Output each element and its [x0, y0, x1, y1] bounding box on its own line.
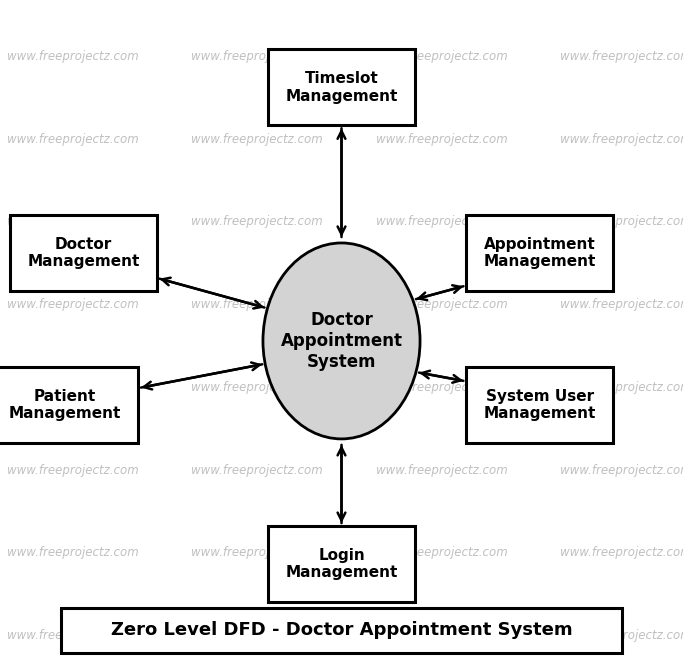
Bar [0, 367, 139, 444]
Text: www.freeprojectz.com: www.freeprojectz.com [560, 50, 683, 63]
Bar [466, 214, 613, 291]
Text: Doctor
Management: Doctor Management [27, 237, 139, 269]
Bar [466, 367, 613, 444]
Text: www.freeprojectz.com: www.freeprojectz.com [560, 132, 683, 146]
Text: www.freeprojectz.com: www.freeprojectz.com [191, 132, 323, 146]
Text: www.freeprojectz.com: www.freeprojectz.com [560, 463, 683, 477]
Text: www.freeprojectz.com: www.freeprojectz.com [191, 381, 323, 394]
Text: www.freeprojectz.com: www.freeprojectz.com [560, 629, 683, 642]
Text: Zero Level DFD - Doctor Appointment System: Zero Level DFD - Doctor Appointment Syst… [111, 621, 572, 639]
Text: www.freeprojectz.com: www.freeprojectz.com [7, 298, 139, 311]
Text: www.freeprojectz.com: www.freeprojectz.com [560, 298, 683, 311]
Text: Login
Management: Login Management [285, 548, 398, 580]
Text: www.freeprojectz.com: www.freeprojectz.com [7, 50, 139, 63]
Text: Timeslot
Management: Timeslot Management [285, 71, 398, 103]
Text: www.freeprojectz.com: www.freeprojectz.com [376, 50, 507, 63]
Text: www.freeprojectz.com: www.freeprojectz.com [7, 132, 139, 146]
Text: www.freeprojectz.com: www.freeprojectz.com [7, 215, 139, 228]
Text: www.freeprojectz.com: www.freeprojectz.com [376, 629, 507, 642]
Text: System User
Management: System User Management [484, 389, 596, 421]
Text: www.freeprojectz.com: www.freeprojectz.com [376, 215, 507, 228]
Text: www.freeprojectz.com: www.freeprojectz.com [7, 381, 139, 394]
Text: www.freeprojectz.com: www.freeprojectz.com [191, 215, 323, 228]
Text: www.freeprojectz.com: www.freeprojectz.com [376, 463, 507, 477]
Text: www.freeprojectz.com: www.freeprojectz.com [376, 298, 507, 311]
Text: Patient
Management: Patient Management [9, 389, 121, 421]
Text: www.freeprojectz.com: www.freeprojectz.com [191, 629, 323, 642]
Text: www.freeprojectz.com: www.freeprojectz.com [376, 381, 507, 394]
Ellipse shape [263, 243, 420, 439]
Bar [61, 608, 622, 653]
Text: www.freeprojectz.com: www.freeprojectz.com [191, 50, 323, 63]
Text: www.freeprojectz.com: www.freeprojectz.com [560, 546, 683, 559]
Bar [268, 49, 415, 125]
Text: www.freeprojectz.com: www.freeprojectz.com [7, 546, 139, 559]
Text: www.freeprojectz.com: www.freeprojectz.com [191, 546, 323, 559]
Text: www.freeprojectz.com: www.freeprojectz.com [376, 132, 507, 146]
Text: www.freeprojectz.com: www.freeprojectz.com [191, 298, 323, 311]
Text: Doctor
Appointment
System: Doctor Appointment System [281, 311, 402, 371]
Text: Appointment
Management: Appointment Management [484, 237, 596, 269]
Text: www.freeprojectz.com: www.freeprojectz.com [191, 463, 323, 477]
Bar [268, 526, 415, 602]
Text: www.freeprojectz.com: www.freeprojectz.com [560, 381, 683, 394]
Bar [10, 214, 156, 291]
Text: www.freeprojectz.com: www.freeprojectz.com [7, 629, 139, 642]
Text: www.freeprojectz.com: www.freeprojectz.com [7, 463, 139, 477]
Text: www.freeprojectz.com: www.freeprojectz.com [376, 546, 507, 559]
Text: www.freeprojectz.com: www.freeprojectz.com [560, 215, 683, 228]
